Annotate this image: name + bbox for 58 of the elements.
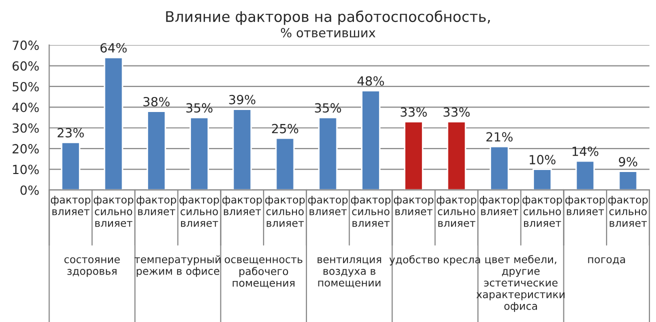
x-tick-label: фактор сильно влияет xyxy=(265,196,305,227)
bar xyxy=(532,168,552,190)
x-tick-label: фактор влияет xyxy=(50,196,90,216)
bar xyxy=(104,56,124,190)
y-tick-label: 20% xyxy=(12,144,39,154)
text: температурный режим в офисе xyxy=(134,255,220,277)
text: состояние здоровья xyxy=(64,257,120,277)
y-tick-label: 40% xyxy=(12,102,39,112)
data-label: 35% xyxy=(186,103,212,113)
bar xyxy=(275,138,295,190)
y-tick-label: 30% xyxy=(12,123,39,133)
x-tick-label: фактор сильно влияет xyxy=(94,196,134,227)
x-tick-label: фактор сильно влияет xyxy=(436,196,476,227)
data-label: 33% xyxy=(444,107,470,117)
data-label: 33% xyxy=(400,107,427,117)
bar xyxy=(318,116,338,190)
data-label: 14% xyxy=(572,146,598,156)
data-label: 9% xyxy=(618,156,638,166)
bar xyxy=(404,120,424,190)
data-label: 35% xyxy=(314,103,342,113)
bar xyxy=(446,120,466,190)
bar xyxy=(361,90,380,190)
bar xyxy=(232,108,252,190)
bar xyxy=(575,160,595,190)
y-tick-label: 70% xyxy=(12,40,39,50)
chart-subtitle: % ответивших xyxy=(280,28,376,38)
y-tick-label: 60% xyxy=(12,61,39,71)
x-tick-label: фактор сильно влияет xyxy=(522,196,562,227)
bar xyxy=(190,116,209,190)
x-tick-label: фактор влияет xyxy=(222,196,262,216)
data-label: 23% xyxy=(58,128,84,138)
x-tick-label: фактор влияет xyxy=(136,196,176,216)
bar xyxy=(60,142,80,190)
text: вентиляция воздуха в помещении xyxy=(318,257,382,288)
bar xyxy=(618,170,638,190)
chart-title: Влияние факторов на работоспособность, xyxy=(166,10,490,25)
text: погода xyxy=(588,257,625,265)
bar xyxy=(490,146,510,190)
bar xyxy=(146,110,166,190)
x-tick-label: фактор сильно влияет xyxy=(608,196,648,227)
data-label: 10% xyxy=(530,154,556,164)
y-tick-label: 0% xyxy=(20,185,39,195)
data-label: 21% xyxy=(486,132,513,142)
x-tick-label: фактор сильно влияет xyxy=(351,196,391,227)
x-tick-label: фактор влияет xyxy=(565,196,605,216)
data-label: 38% xyxy=(143,96,170,106)
text: освещенность рабочего помещения xyxy=(224,257,302,288)
data-label: 48% xyxy=(357,76,384,86)
y-tick-label: 10% xyxy=(13,164,39,174)
x-tick-label: фактор влияет xyxy=(308,196,348,216)
data-label: 25% xyxy=(272,124,298,134)
data-label: 64% xyxy=(100,43,127,53)
x-tick-label: фактор влияет xyxy=(394,196,434,216)
text: удобство кресла xyxy=(389,255,480,266)
x-tick-label: фактор влияет xyxy=(480,196,520,216)
data-label: 39% xyxy=(229,94,256,104)
y-tick-label: 50% xyxy=(12,82,39,92)
x-tick-label: фактор сильно влияет xyxy=(180,196,220,227)
